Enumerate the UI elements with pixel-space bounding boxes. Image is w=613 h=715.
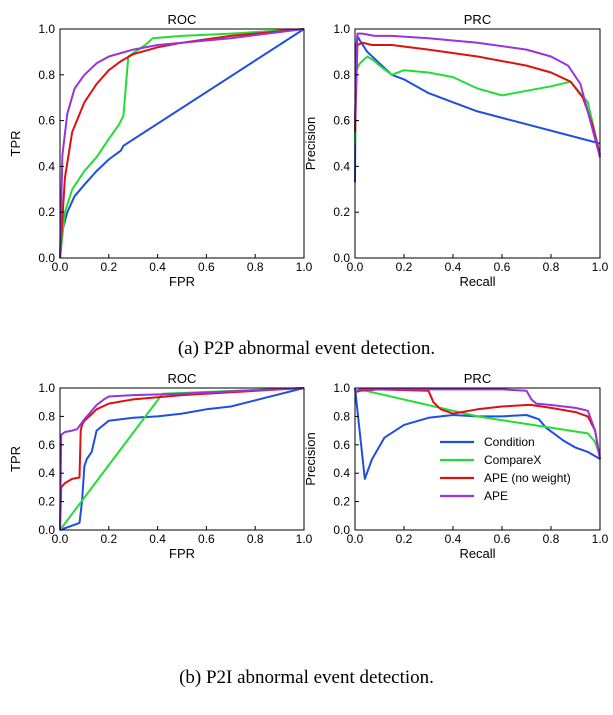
x-tick-label: 0.0 (347, 532, 364, 546)
plot-frame (59, 28, 305, 259)
plot-frame (59, 387, 305, 531)
y-tick-label: 0.8 (38, 409, 55, 423)
plot-frame (354, 387, 601, 531)
y-tick-label: 0.0 (333, 523, 350, 537)
legend-label: CompareX (484, 453, 541, 467)
x-tick-label: 0.4 (445, 260, 462, 274)
y-tick-label: 0.4 (333, 466, 350, 480)
series-line-ape (354, 32, 601, 158)
series-line-ape-no-weight (59, 387, 305, 531)
chart-title: PRC (464, 12, 491, 27)
chart-2: 0.0 0.2 0.4 0.6 0.8 1.0 0.0 0.2 0.4 0.6 0.8 1.0 PRC R… (303, 12, 609, 289)
y-tick-label: 0.4 (38, 159, 55, 173)
y-tick-label: 1.0 (38, 22, 55, 36)
y-tick-label: 0.2 (333, 495, 350, 509)
legend-label: APE (no weight) (484, 471, 571, 485)
x-tick-label: 0.8 (543, 260, 560, 274)
x-tick-label: 0.6 (198, 532, 215, 546)
x-tick-label: 0.4 (149, 532, 166, 546)
series-line-condition (59, 387, 305, 531)
x-axis-label: Recall (459, 274, 495, 289)
y-tick-label: 0.6 (38, 438, 55, 452)
x-axis-label: FPR (169, 546, 195, 561)
x-tick-label: 0.8 (543, 532, 560, 546)
y-tick-label: 0.4 (38, 466, 55, 480)
y-tick-label: 1.0 (333, 381, 350, 395)
series-line-condition (354, 387, 601, 480)
y-tick-label: 0.2 (38, 205, 55, 219)
x-tick-label: 0.2 (396, 532, 413, 546)
y-axis-label: TPR (8, 131, 23, 157)
y-tick-label: 0.8 (333, 68, 350, 82)
chart-3: 0.0 0.2 0.4 0.6 0.8 1.0 0.0 0.2 0.4 0.6 0.8 1.0 ROC F… (8, 371, 313, 561)
series-line-comparex (354, 388, 601, 457)
x-tick-label: 0.4 (445, 532, 462, 546)
series-line-condition (354, 34, 601, 183)
x-tick-label: 0.8 (247, 532, 264, 546)
x-tick-label: 0.2 (396, 260, 413, 274)
series-line-ape-no-weight (354, 388, 601, 460)
caption-top: (a) P2P abnormal event detection. (177, 338, 436, 359)
x-tick-label: 0.6 (198, 260, 215, 274)
caption-bottom: (b) P2I abnormal event detection. (179, 667, 434, 688)
y-tick-label: 0.4 (333, 159, 350, 173)
y-axis-label: Precision (303, 432, 318, 485)
y-tick-label: 0.6 (333, 438, 350, 452)
y-tick-label: 0.0 (38, 523, 55, 537)
y-tick-label: 0.2 (38, 495, 55, 509)
series-line-ape (59, 387, 305, 531)
legend: Condition CompareX APE (no weight) APE (440, 435, 571, 503)
x-tick-label: 1.0 (296, 260, 313, 274)
chart-4: 0.0 0.2 0.4 0.6 0.8 1.0 0.0 0.2 0.4 0.6 0.8 1.0 PRC R… (303, 371, 609, 561)
x-axis-label: FPR (169, 274, 195, 289)
y-tick-label: 0.8 (333, 409, 350, 423)
y-axis-label: Precision (303, 117, 318, 170)
plot-frame (354, 28, 601, 259)
x-tick-label: 0.2 (100, 260, 117, 274)
y-tick-label: 0.0 (38, 251, 55, 265)
y-axis-label: TPR (8, 446, 23, 472)
x-tick-label: 0.4 (149, 260, 166, 274)
chart-title: PRC (464, 371, 491, 386)
y-tick-label: 0.0 (333, 251, 350, 265)
x-tick-label: 0.2 (100, 532, 117, 546)
y-tick-label: 0.8 (38, 68, 55, 82)
series-line-comparex (354, 55, 601, 156)
y-tick-label: 0.6 (38, 114, 55, 128)
x-tick-label: 0.0 (52, 260, 69, 274)
x-tick-label: 1.0 (592, 260, 609, 274)
series-line-ape (59, 28, 305, 259)
y-tick-label: 1.0 (38, 381, 55, 395)
x-tick-label: 1.0 (592, 532, 609, 546)
y-tick-label: 0.2 (333, 205, 350, 219)
x-tick-label: 0.8 (247, 260, 264, 274)
series-line-ape-no-weight (354, 41, 601, 156)
x-tick-label: 0.6 (494, 532, 511, 546)
x-tick-label: 0.0 (52, 532, 69, 546)
y-tick-label: 1.0 (333, 22, 350, 36)
series-line-ape (354, 388, 601, 460)
x-tick-label: 0.0 (347, 260, 364, 274)
chart-1: 0.0 0.2 0.4 0.6 0.8 1.0 0.0 0.2 0.4 0.6 0.8 1.0 ROC F… (8, 12, 313, 289)
legend-label: Condition (484, 435, 535, 449)
x-axis-label: Recall (459, 546, 495, 561)
x-tick-label: 1.0 (296, 532, 313, 546)
y-tick-label: 0.6 (333, 114, 350, 128)
chart-title: ROC (168, 371, 197, 386)
series-line-comparex (59, 28, 305, 259)
legend-label: APE (484, 489, 508, 503)
x-tick-label: 0.6 (494, 260, 511, 274)
chart-title: ROC (168, 12, 197, 27)
